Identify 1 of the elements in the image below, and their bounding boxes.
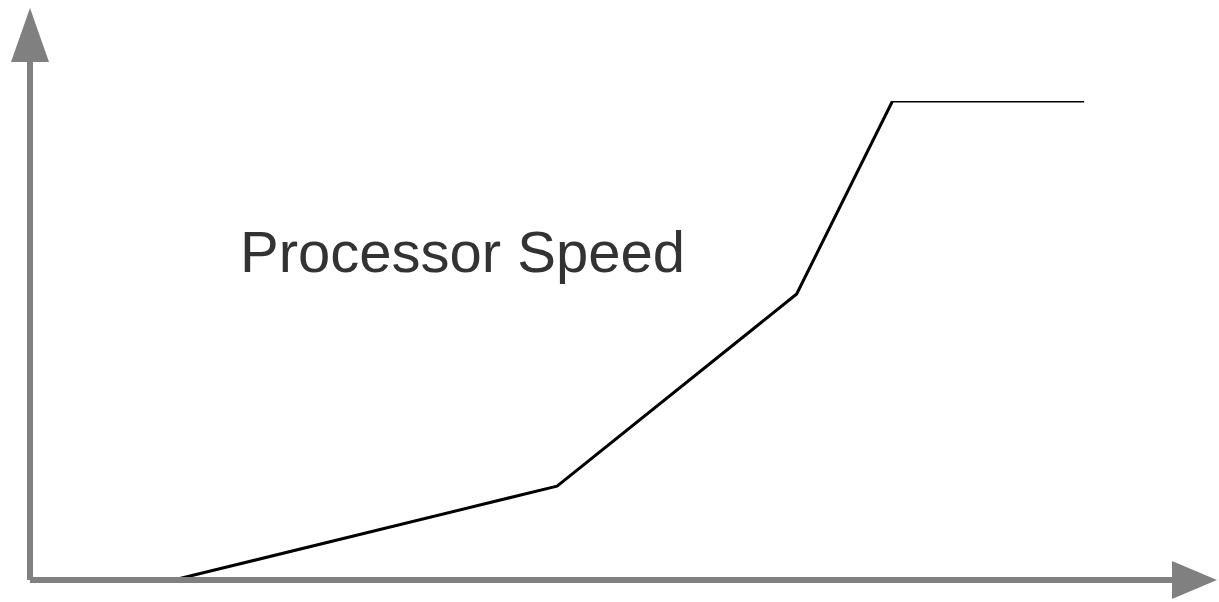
series-label: Processor Speed [240,219,685,284]
